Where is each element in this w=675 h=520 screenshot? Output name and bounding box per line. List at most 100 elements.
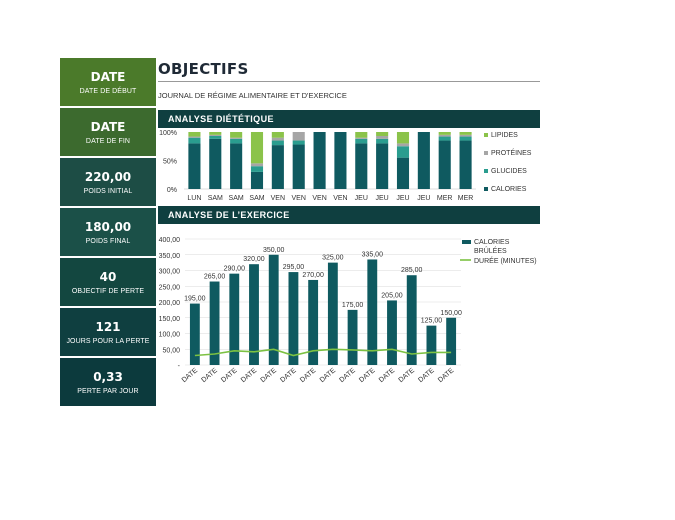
ex-x-tick: DATE [279, 367, 298, 384]
diet-x-tick: VEN [333, 195, 347, 202]
ex-data-label: 320,00 [243, 256, 265, 263]
ex-y-tick: 100,00 [159, 332, 181, 339]
diet-bar-protéines [188, 136, 201, 138]
ex-x-tick: DATE [398, 367, 417, 384]
end-date-value: DATE [90, 119, 126, 134]
card-days-for-loss: 121 JOURS POUR LA PERTE [60, 308, 156, 356]
ex-y-tick: 50,00 [162, 347, 180, 354]
diet-x-tick: MER [458, 195, 474, 202]
end-date-label: DATE DE FIN [85, 137, 131, 145]
ex-bar-calories [387, 300, 397, 365]
card-start-date: DATE DATE DE DÉBUT [60, 58, 156, 106]
ex-bar-calories [426, 325, 437, 365]
summary-sidebar: DATE DATE DE DÉBUT DATE DATE DE FIN 220,… [60, 58, 156, 408]
diet-bar-calories [230, 143, 243, 189]
diet-bar-protéines [250, 163, 264, 167]
diet-legend-swatch [484, 187, 488, 191]
ex-y-tick: 400,00 [159, 237, 181, 244]
diet-bar-calories [271, 145, 284, 189]
loss-goal-value: 40 [99, 269, 117, 284]
ex-bar-calories [327, 262, 338, 365]
diet-bar-lipides [376, 132, 389, 136]
diet-bar-protéines [355, 137, 368, 139]
diet-bar-protéines [209, 134, 222, 136]
ex-y-tick: 200,00 [159, 300, 181, 307]
ex-x-tick: DATE [260, 367, 279, 384]
diet-bar-calories [438, 140, 451, 189]
diet-bar-protéines [271, 137, 284, 141]
ex-data-label: 150,00 [440, 310, 462, 317]
ex-data-label: 175,00 [342, 302, 364, 309]
title-divider [158, 81, 540, 82]
diet-bar-protéines [376, 135, 389, 139]
ex-legend-label: DURÉE (MINUTES) [474, 256, 537, 265]
start-date-label: DATE DE DÉBUT [79, 87, 137, 95]
diet-bar-calories [250, 171, 264, 189]
ex-x-tick: DATE [378, 367, 397, 384]
diet-bar-lipides [188, 132, 201, 137]
ex-data-label: 265,00 [204, 274, 226, 281]
ex-data-label: 285,00 [401, 267, 423, 274]
card-initial-weight: 220,00 POIDS INITIAL [60, 158, 156, 206]
diet-y-tick: 0% [167, 187, 177, 194]
ex-x-tick: DATE [338, 367, 357, 384]
ex-bar-calories [308, 279, 319, 365]
ex-legend-swatch-calories [462, 240, 471, 244]
diet-legend-label: CALORIES [491, 186, 527, 193]
ex-x-tick: DATE [358, 367, 377, 384]
diet-legend-swatch [484, 133, 488, 137]
ex-x-tick: DATE [299, 367, 318, 384]
diet-x-tick: JEU [376, 195, 389, 202]
ex-bar-calories [268, 254, 279, 365]
ex-y-tick: 150,00 [159, 316, 181, 323]
ex-data-label: 270,00 [302, 272, 324, 279]
final-weight-label: POIDS FINAL [85, 237, 131, 245]
diet-bar-glucides [438, 136, 451, 141]
diet-bar-calories [459, 140, 472, 189]
diet-bar-protéines [396, 143, 410, 147]
ex-y-tick: 250,00 [159, 284, 181, 291]
diet-bar-lipides [459, 132, 472, 135]
card-loss-per-day: 0,33 PERTE PAR JOUR [60, 358, 156, 406]
ex-data-label: 290,00 [224, 266, 246, 273]
card-end-date: DATE DATE DE FIN [60, 108, 156, 156]
diet-x-tick: SAM [249, 195, 264, 202]
diet-bar-lipides [209, 132, 222, 135]
ex-line-duration [194, 348, 452, 357]
ex-data-label: 350,00 [263, 247, 285, 254]
diet-bar-calories [292, 144, 305, 189]
ex-bar-calories [406, 275, 417, 365]
ex-bar-calories [347, 309, 358, 365]
ex-bar-calories [209, 281, 220, 365]
diet-x-tick: VEN [312, 195, 326, 202]
ex-data-label: 125,00 [421, 318, 443, 325]
diet-bar-glucides [209, 135, 222, 139]
ex-data-label: 325,00 [322, 255, 344, 262]
diet-y-tick: 100% [159, 130, 177, 137]
ex-bar-calories [446, 317, 457, 365]
ex-y-tick: - [178, 363, 181, 370]
ex-data-label: 295,00 [283, 264, 305, 271]
ex-bar-calories [367, 259, 378, 365]
ex-x-tick: DATE [437, 367, 456, 384]
ex-data-label: 335,00 [362, 251, 384, 258]
card-final-weight: 180,00 POIDS FINAL [60, 208, 156, 256]
diet-bar-glucides [271, 140, 284, 146]
diet-legend-label: GLUCIDES [491, 168, 527, 175]
ex-legend-label: CALORIES [474, 239, 510, 246]
ex-bar-calories [229, 273, 240, 365]
diet-bar-calories [188, 143, 201, 189]
ex-bar-calories [288, 272, 299, 365]
loss-per-day-value: 0,33 [93, 369, 123, 384]
diet-bar-lipides [355, 132, 368, 138]
final-weight-value: 180,00 [84, 219, 132, 234]
diet-bar-protéines [459, 134, 472, 137]
diet-bar-calories [313, 132, 326, 189]
diet-x-tick: JEU [396, 195, 409, 202]
ex-x-tick: DATE [240, 367, 259, 384]
days-for-loss-value: 121 [95, 319, 121, 334]
diet-x-tick: VEN [292, 195, 306, 202]
diet-x-tick: VEN [271, 195, 285, 202]
diet-bar-glucides [376, 138, 389, 144]
diet-bar-glucides [250, 166, 264, 172]
